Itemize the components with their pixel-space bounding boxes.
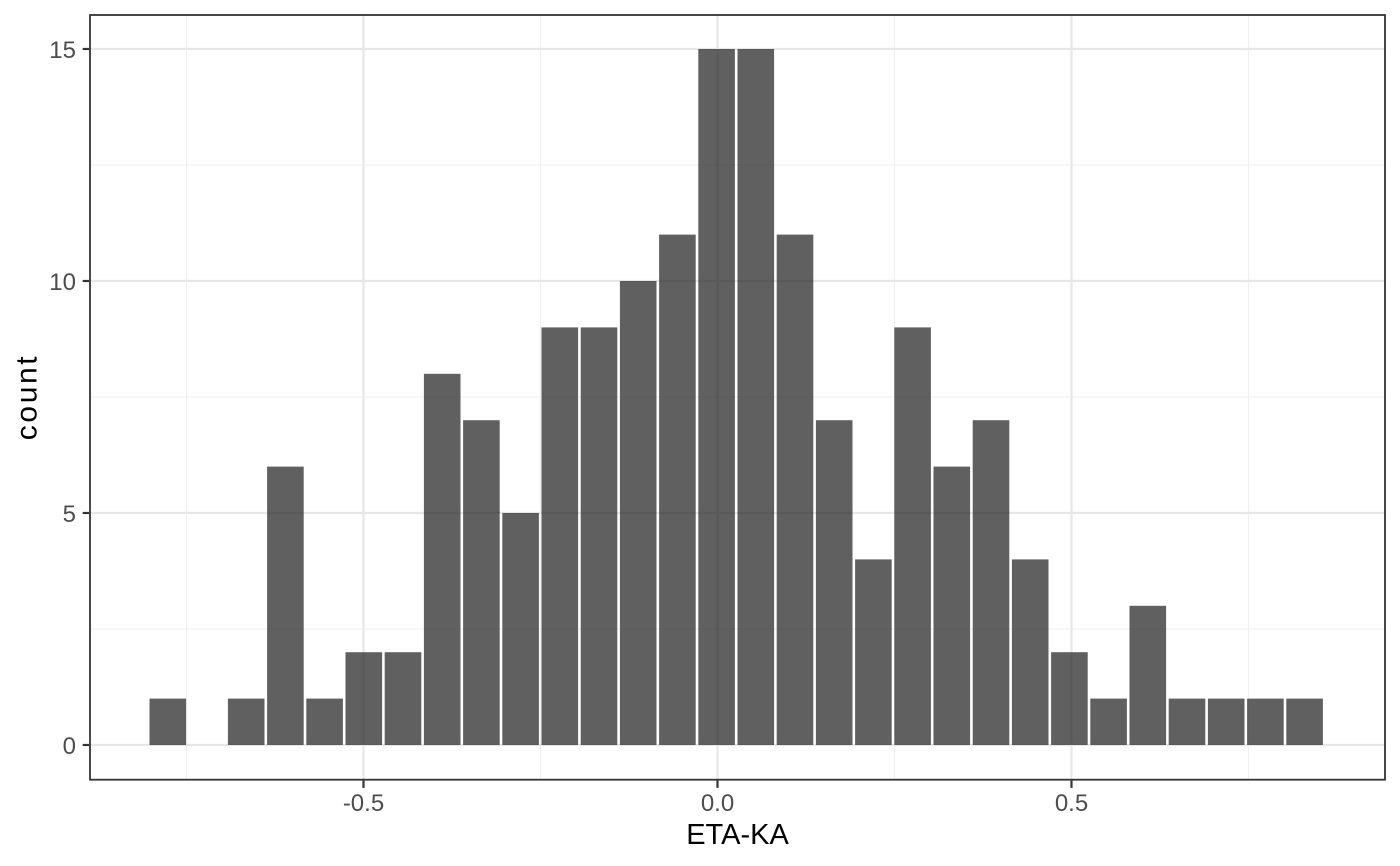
svg-text:5: 5 [63, 501, 76, 528]
svg-text:0.0: 0.0 [701, 790, 734, 817]
svg-text:10: 10 [49, 269, 76, 296]
svg-text:0: 0 [63, 733, 76, 760]
svg-text:count: count [11, 354, 44, 440]
svg-text:15: 15 [49, 37, 76, 64]
svg-text:ETA-KA: ETA-KA [686, 819, 789, 851]
svg-text:-0.5: -0.5 [343, 790, 384, 817]
svg-text:0.5: 0.5 [1055, 790, 1088, 817]
